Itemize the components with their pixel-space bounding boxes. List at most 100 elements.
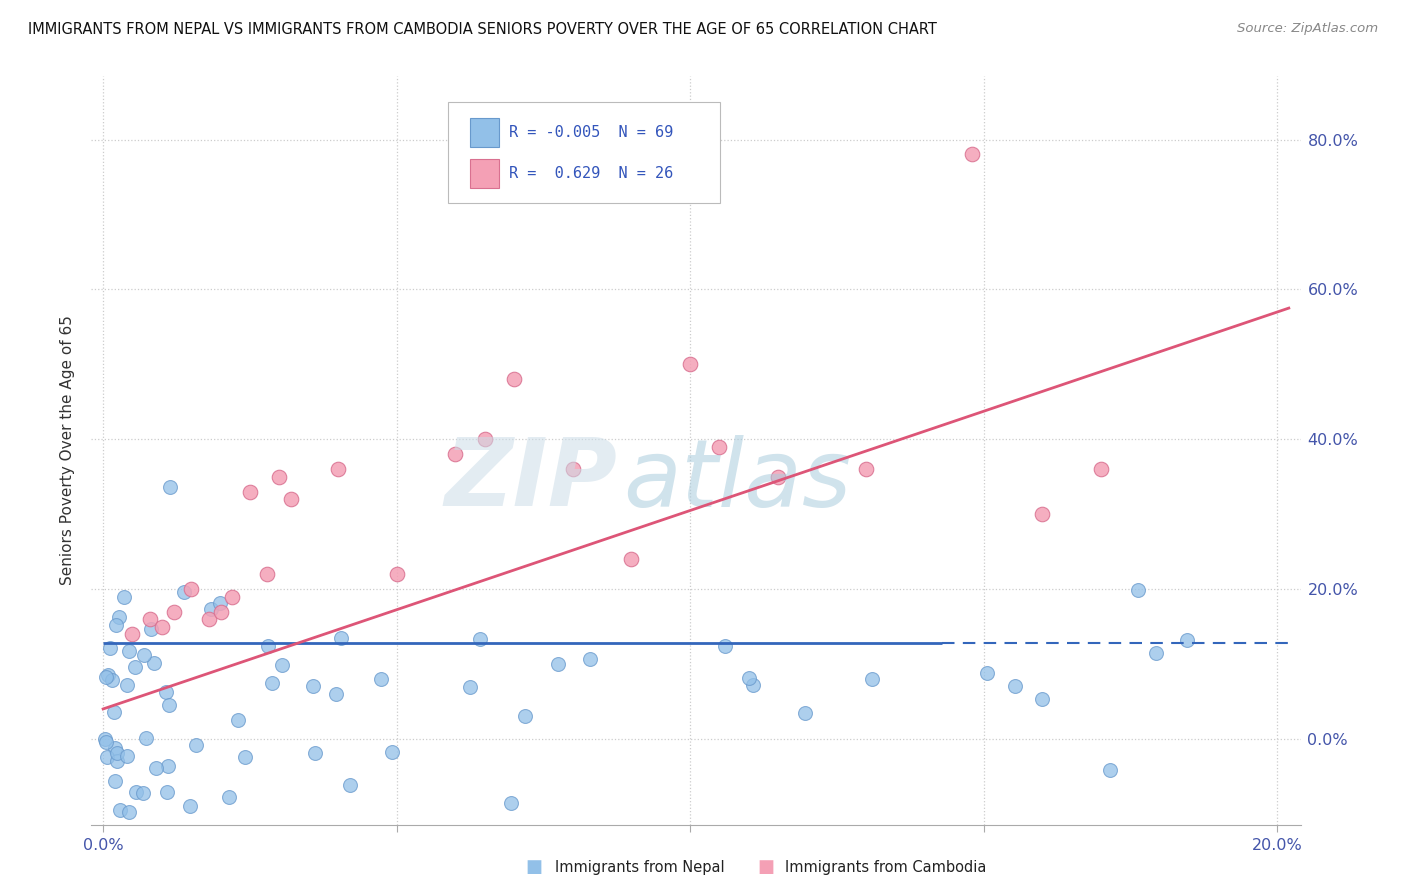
Text: R =  0.629  N = 26: R = 0.629 N = 26 [509,166,673,181]
Point [301,679,323,693]
Point [256,567,278,582]
Point [141,622,163,636]
Point [132,787,155,801]
Point [93,731,115,746]
Point [474,432,496,446]
Point [197,612,219,626]
Point [143,656,166,670]
Point [370,672,392,686]
Point [794,706,817,721]
Point [94,670,117,684]
Point [104,773,127,788]
FancyBboxPatch shape [449,102,720,203]
Point [98,640,121,655]
Point [385,567,408,582]
Text: Immigrants from Cambodia: Immigrants from Cambodia [785,860,986,874]
Point [1031,691,1053,706]
Point [233,750,256,764]
Point [860,673,883,687]
Point [620,552,643,566]
Point [132,648,155,662]
Text: ZIP: ZIP [444,434,617,526]
Point [105,618,128,632]
Point [325,687,347,701]
Text: Immigrants from Nepal: Immigrants from Nepal [555,860,725,874]
Point [159,480,181,494]
FancyBboxPatch shape [470,118,499,146]
Point [381,745,404,759]
Text: ■: ■ [526,858,543,876]
Text: Source: ZipAtlas.com: Source: ZipAtlas.com [1237,22,1378,36]
Point [741,678,763,692]
Point [103,706,125,720]
Point [326,462,349,476]
Point [329,631,352,645]
Point [105,746,128,760]
Point [117,748,139,763]
Point [737,671,759,685]
Point [97,668,120,682]
Point [239,484,262,499]
Point [118,805,141,820]
Point [1031,507,1053,521]
FancyBboxPatch shape [470,159,499,187]
Point [101,673,124,688]
Point [108,609,131,624]
Point [458,680,481,694]
Point [108,803,131,817]
Point [766,469,789,483]
Point [709,440,731,454]
Point [1004,679,1026,693]
Point [280,492,302,507]
Text: IMMIGRANTS FROM NEPAL VS IMMIGRANTS FROM CAMBODIA SENIORS POVERTY OVER THE AGE O: IMMIGRANTS FROM NEPAL VS IMMIGRANTS FROM… [28,22,936,37]
Point [269,469,291,483]
Point [1099,763,1122,777]
Point [139,612,162,626]
Point [157,698,180,713]
Point [679,357,702,371]
Point [96,750,118,764]
Point [304,747,326,761]
Point [124,660,146,674]
Point [226,713,249,727]
Point [468,632,491,646]
Text: ■: ■ [758,858,775,876]
Point [208,596,231,610]
Point [444,447,467,461]
Point [855,462,877,476]
Point [960,147,983,161]
Point [145,761,167,775]
Point [976,665,998,680]
Point [714,639,737,653]
Point [118,643,141,657]
Text: R = -0.005  N = 69: R = -0.005 N = 69 [509,125,673,140]
Point [179,798,201,813]
Point [218,790,240,805]
Point [1090,462,1112,476]
Point [180,582,202,596]
Point [117,678,139,692]
Point [104,741,127,756]
Text: atlas: atlas [623,435,852,526]
Y-axis label: Seniors Poverty Over the Age of 65: Seniors Poverty Over the Age of 65 [60,316,76,585]
Point [125,785,148,799]
Point [184,739,207,753]
Point [547,657,569,671]
Point [1126,583,1149,598]
Point [200,602,222,616]
Point [156,758,179,772]
Point [121,627,143,641]
Point [561,462,583,476]
Point [1144,646,1167,660]
Point [271,657,294,672]
Point [112,591,135,605]
Point [339,778,361,792]
Point [156,785,179,799]
Point [150,619,173,633]
Point [515,709,537,723]
Point [135,731,157,746]
Point [221,590,243,604]
Point [96,735,118,749]
Point [579,651,602,665]
Point [173,585,195,599]
